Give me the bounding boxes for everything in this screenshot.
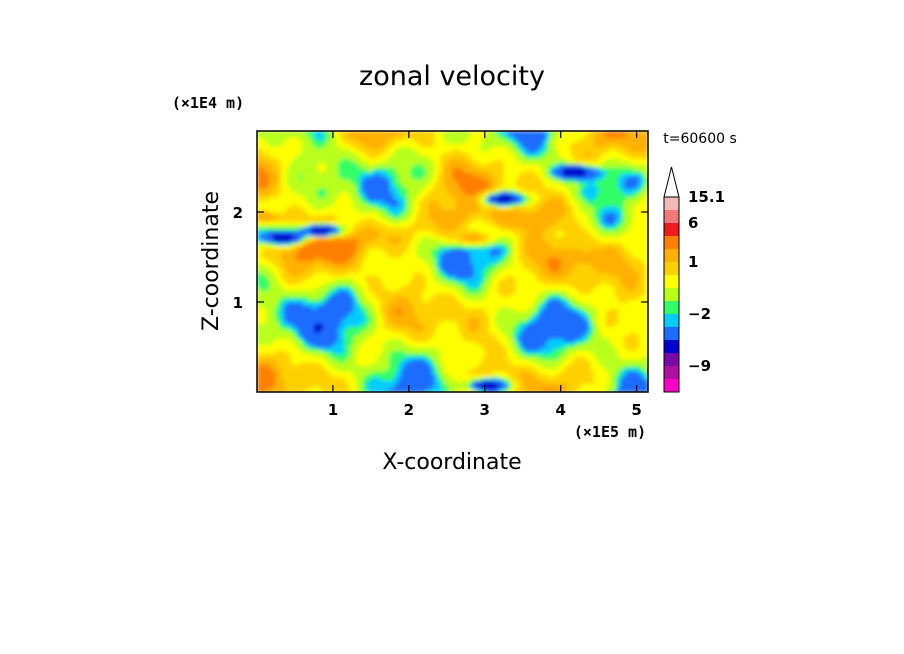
colorbar-swatch [664,327,679,341]
colorbar-label: 1 [688,253,698,271]
y-tick-label: 2 [233,204,243,222]
colorbar-swatch [664,379,679,393]
colorbar-swatch [664,236,679,250]
x-tick-label: 3 [480,401,490,419]
colorbar: 15.1 6 1 −2 −9 [663,166,725,393]
x-tick-label: 4 [555,401,565,419]
x-tick-label: 1 [328,401,338,419]
colorbar-swatch [664,288,679,302]
colorbar-label: −2 [688,305,711,323]
chart-title: zonal velocity [359,61,545,92]
y-axis-title: Z-coordinate [199,191,224,331]
colorbar-label: −9 [688,357,711,375]
colorbar-swatch [664,197,679,211]
colorbar-swatch [664,210,679,224]
colorbar-label: 15.1 [688,188,725,206]
colorbar-extend-triangle [663,166,680,198]
y-axis: 12 [233,204,648,312]
plot-frame [256,130,649,393]
x-unit-label: (×1E5 m) [574,423,646,441]
colorbar-swatch [664,301,679,315]
colorbar-swatch [664,223,679,237]
colorbar-frame [663,196,680,393]
contour-field [257,131,648,392]
colorbar-swatch [664,249,679,263]
colorbar-swatch [664,314,679,328]
colorbar-swatch [664,262,679,276]
x-tick-label: 5 [631,401,641,419]
colorbar-swatch [664,366,679,380]
x-axis-title: X-coordinate [382,450,521,475]
colorbar-swatch [664,353,679,367]
x-axis: 1 2 3 4 5 [328,131,642,419]
y-tick-label: 1 [233,294,243,312]
colorbar-swatch [664,340,679,354]
x-tick-label: 2 [404,401,414,419]
colorbar-swatch [664,275,679,289]
y-unit-label: (×1E4 m) [172,94,244,112]
colorbar-label: 6 [688,214,698,232]
time-stamp: t=60600 s [663,131,737,147]
